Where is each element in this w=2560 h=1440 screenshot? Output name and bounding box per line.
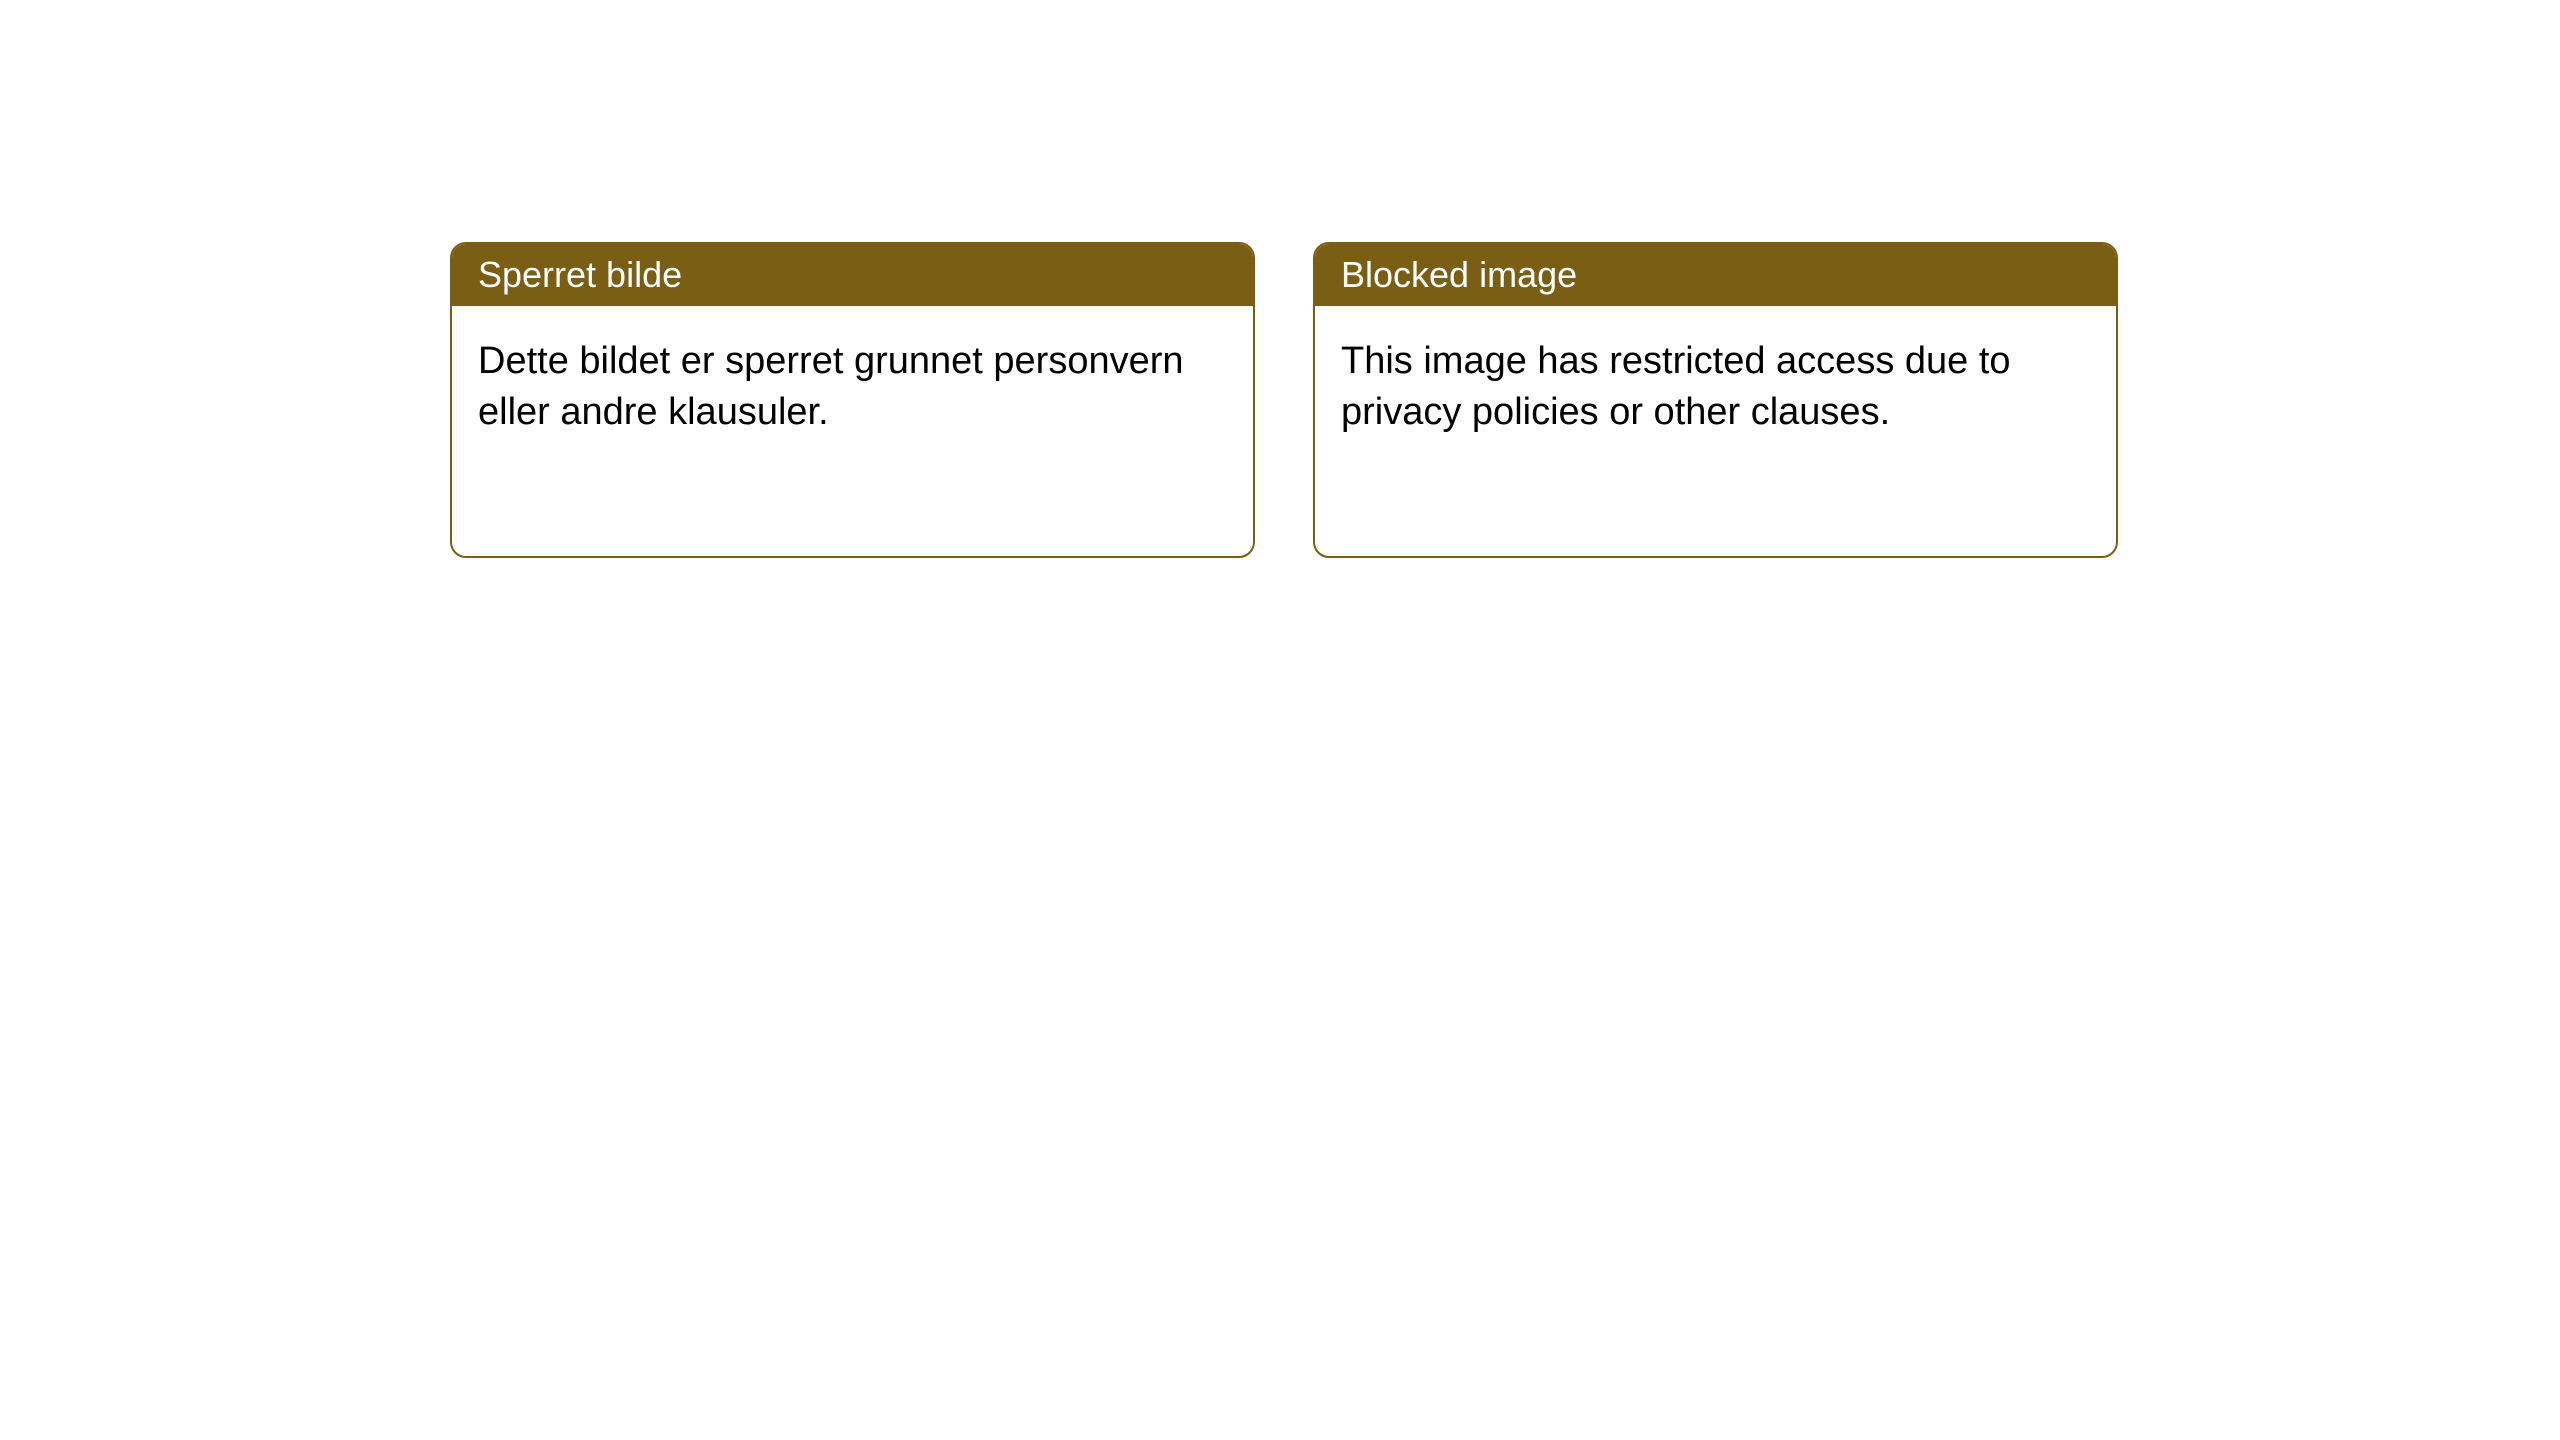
notice-header: Blocked image — [1315, 244, 2116, 306]
notice-card-norwegian: Sperret bilde Dette bildet er sperret gr… — [450, 242, 1255, 558]
notice-card-english: Blocked image This image has restricted … — [1313, 242, 2118, 558]
notice-body: This image has restricted access due to … — [1315, 306, 2116, 556]
notice-body: Dette bildet er sperret grunnet personve… — [452, 306, 1253, 556]
notice-header: Sperret bilde — [452, 244, 1253, 306]
notices-container: Sperret bilde Dette bildet er sperret gr… — [0, 0, 2560, 558]
